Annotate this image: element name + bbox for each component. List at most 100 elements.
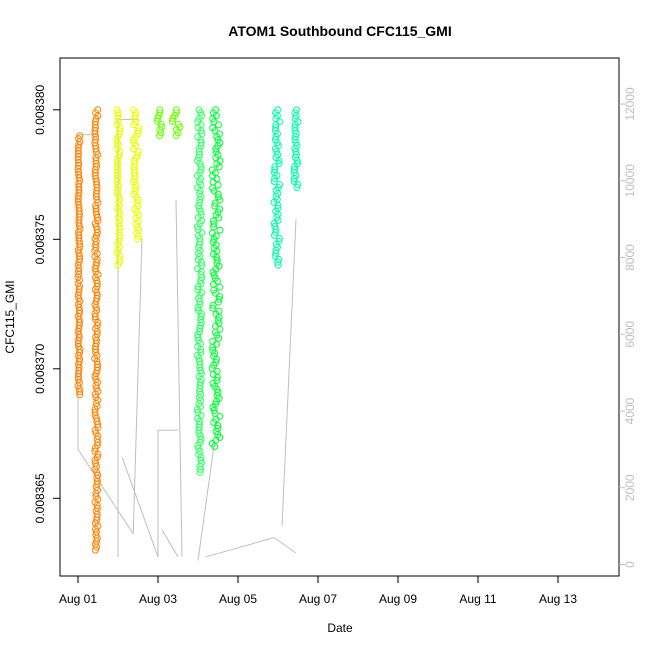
data-point [194, 283, 202, 291]
y2-tick-label: 8000 [623, 244, 637, 271]
data-point [215, 334, 223, 342]
data-point [196, 151, 204, 159]
data-point [134, 235, 142, 243]
data-point [213, 256, 221, 264]
data-point [271, 166, 279, 174]
data-point [94, 319, 102, 326]
data-point [168, 117, 176, 125]
x-tick-label: Aug 09 [379, 592, 417, 606]
x-tick-label: Aug 11 [459, 592, 496, 606]
data-point [194, 334, 202, 341]
data-point [93, 280, 101, 287]
altitude-line-segment [161, 529, 179, 558]
data-point [94, 450, 102, 458]
altitude-line-segment [132, 238, 143, 534]
plot-frame [59, 57, 620, 577]
series-layer [74, 106, 302, 554]
data-point [215, 295, 223, 303]
data-point [274, 261, 282, 269]
data-point [214, 181, 222, 189]
series-2 [113, 106, 143, 269]
y-tick-label: 0.008375 [33, 214, 47, 264]
data-point [272, 228, 279, 236]
data-point [197, 259, 205, 267]
data-point [214, 298, 222, 306]
data-point [215, 214, 223, 222]
data-point [91, 546, 99, 554]
data-point [213, 373, 221, 381]
data-point [134, 232, 142, 240]
y2-tick-label: 6000 [623, 321, 637, 348]
data-point [274, 201, 282, 209]
data-point [196, 468, 204, 476]
x-axis: Aug 01 Aug 03 Aug 05 Aug 07 Aug 09 Aug 11 Aug … [59, 575, 577, 606]
data-point [133, 220, 140, 228]
data-point [212, 145, 220, 153]
data-point [172, 132, 180, 140]
data-point [214, 316, 222, 324]
data-point [91, 426, 99, 434]
data-point [211, 202, 219, 210]
series-5 [208, 106, 224, 450]
x-tick-label: Aug 05 [219, 592, 257, 606]
data-point [134, 148, 142, 156]
data-point [91, 265, 99, 272]
x-axis-label: Date [327, 621, 353, 635]
data-point [197, 277, 204, 285]
data-point [194, 304, 202, 312]
x-tick-label: Aug 01 [59, 592, 97, 606]
data-point [197, 139, 205, 147]
data-point [134, 127, 142, 135]
altitude-line-segment [175, 199, 183, 557]
altitude-layer [77, 118, 297, 561]
data-point [272, 124, 280, 132]
data-point [290, 175, 298, 182]
series-3 [153, 106, 184, 140]
series-1 [74, 106, 102, 554]
chart-title: ATOM1 Southbound CFC115_GMI [228, 23, 452, 39]
data-point [209, 268, 217, 276]
data-point [197, 127, 205, 135]
data-point [270, 178, 278, 185]
data-point [156, 132, 164, 140]
data-point [293, 157, 301, 165]
altitude-line-segment [281, 219, 297, 527]
data-point [271, 175, 279, 182]
data-point [215, 121, 222, 129]
data-point [209, 343, 217, 351]
data-point [195, 202, 202, 210]
series-4 [193, 106, 206, 476]
data-point [154, 114, 162, 122]
data-point [209, 304, 217, 312]
data-point [275, 157, 283, 165]
y2-tick-label: 2000 [623, 474, 637, 501]
data-point [211, 199, 219, 207]
data-point [91, 390, 99, 398]
data-point [76, 391, 84, 399]
data-point [193, 223, 201, 231]
y-tick-label: 0.008370 [33, 343, 47, 393]
data-point [114, 261, 122, 269]
data-point [210, 406, 218, 414]
altitude-line-segment [205, 537, 275, 558]
data-point [210, 220, 218, 228]
data-point [294, 181, 302, 188]
data-point [91, 313, 99, 320]
data-point [210, 271, 218, 279]
data-point [93, 214, 101, 222]
y-axis-label: CFC115_GMI [3, 280, 17, 353]
series-6 [270, 106, 302, 269]
data-point [92, 381, 100, 389]
y2-axis-right: 0 2000 4000 6000 8000 10000 12000 [619, 87, 637, 568]
altitude-line-segment [77, 449, 134, 535]
data-point [169, 114, 177, 122]
data-point [94, 420, 102, 428]
data-point [193, 406, 201, 413]
data-point [213, 367, 221, 375]
data-point [196, 325, 204, 333]
data-point [197, 346, 204, 353]
data-point [209, 301, 217, 309]
data-point [291, 136, 299, 144]
